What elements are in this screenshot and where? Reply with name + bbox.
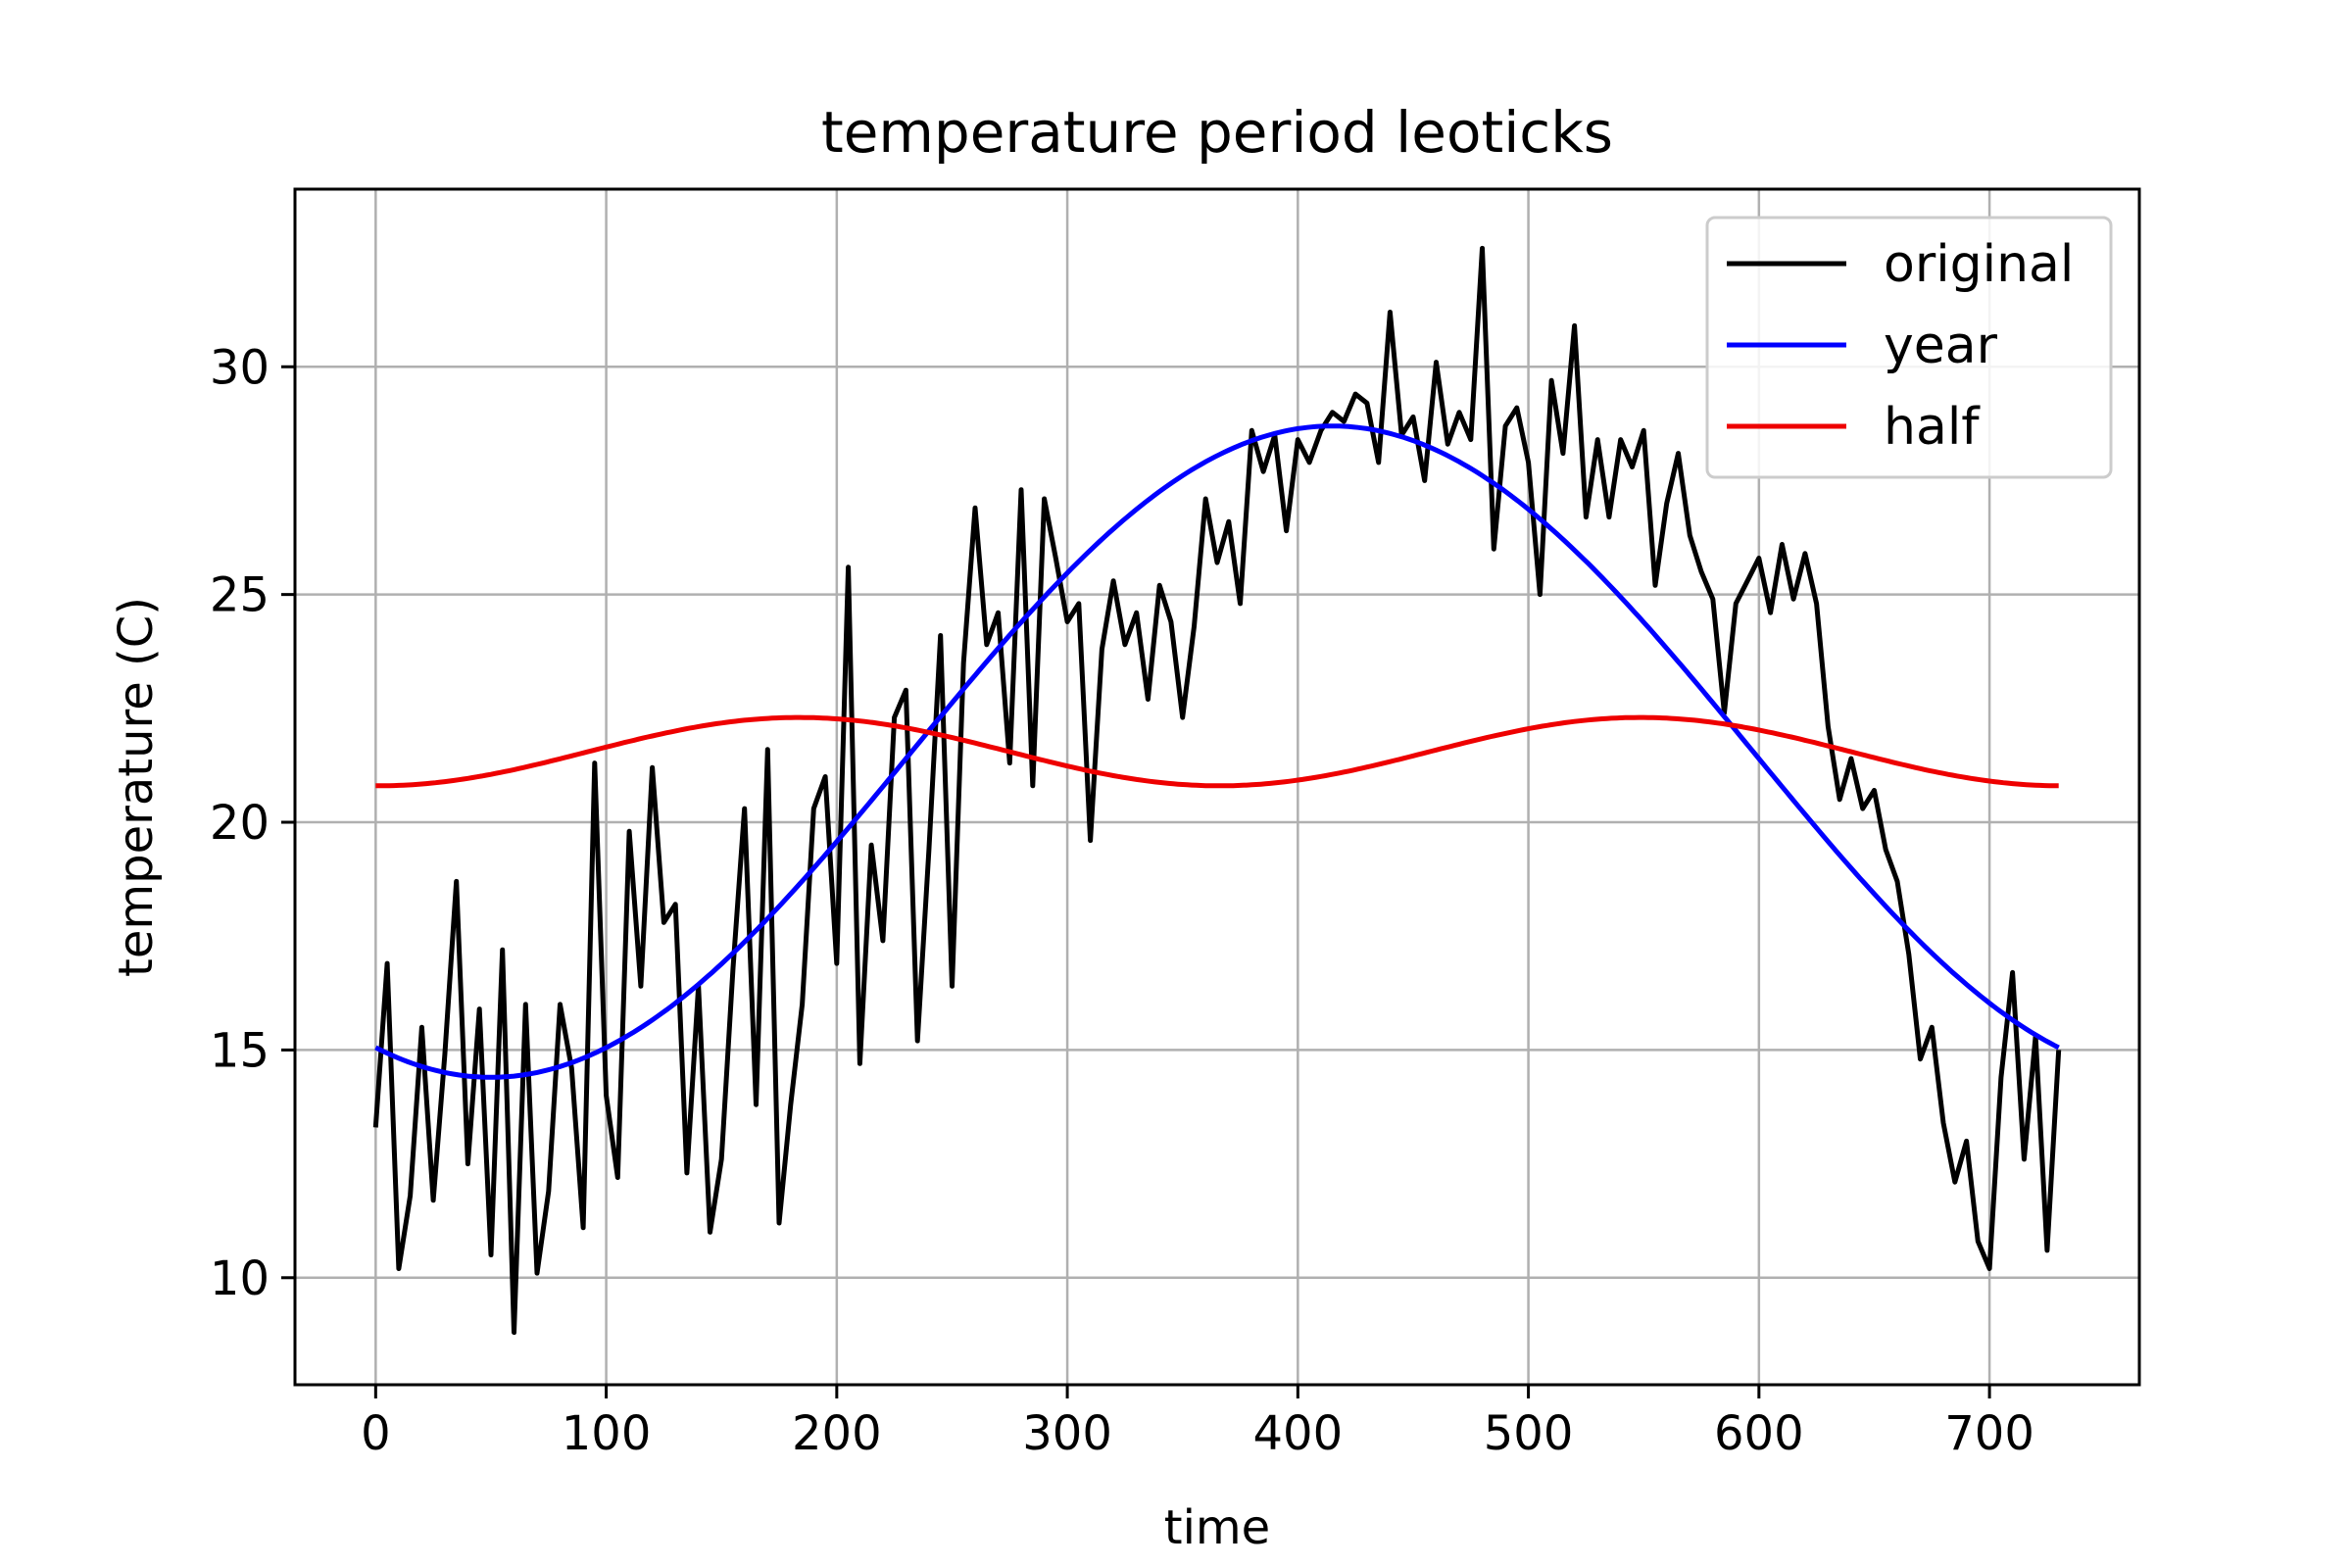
y-tick-label: 20: [210, 796, 270, 851]
legend-box: [1705, 216, 2113, 479]
series-line-half: [375, 714, 2059, 789]
axis-ticks: 0 100 200 300 400 500 600 700 10 15 20 25 30: [210, 340, 2034, 1461]
legend-label-year: year: [1884, 317, 1998, 375]
series-lines: [372, 245, 2062, 1336]
y-axis-title: temperature (C): [109, 597, 164, 977]
x-tick-label: 0: [361, 1406, 391, 1461]
y-tick-label: 30: [210, 340, 270, 395]
x-tick-label: 400: [1253, 1406, 1344, 1461]
x-tick-label: 700: [1944, 1406, 2034, 1461]
x-tick-label: 600: [1714, 1406, 1804, 1461]
x-tick-label: 500: [1484, 1406, 1574, 1461]
legend: original year half: [1705, 216, 2113, 479]
x-tick-label: 300: [1022, 1406, 1112, 1461]
x-axis-title: time: [1164, 1500, 1270, 1555]
y-tick-label: 25: [210, 568, 270, 623]
chart-title: temperature period leoticks: [821, 99, 1613, 166]
series-line-original: [372, 245, 2062, 1336]
legend-label-half: half: [1884, 398, 1981, 457]
legend-label-original: original: [1884, 235, 2074, 294]
y-tick-label: 10: [210, 1251, 270, 1306]
plot-frame: [293, 187, 2141, 1387]
x-tick-label: 200: [792, 1406, 882, 1461]
x-tick-label: 100: [562, 1406, 652, 1461]
y-tick-label: 15: [210, 1023, 270, 1078]
series-line-year: [374, 423, 2060, 1080]
